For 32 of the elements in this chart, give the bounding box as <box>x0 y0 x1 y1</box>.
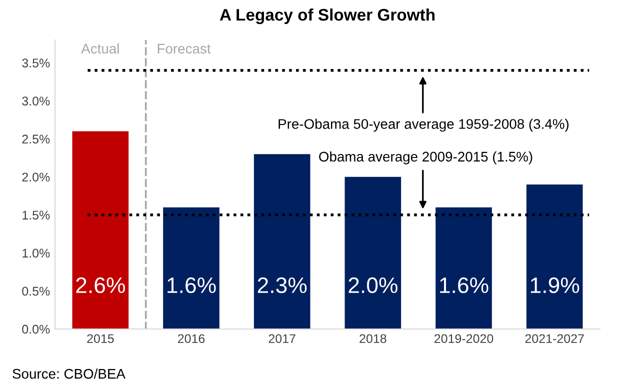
data-label: 2.0% <box>348 277 398 294</box>
y-tick-label: 2.5% <box>22 134 50 144</box>
x-tick-label: 2016 <box>178 334 205 344</box>
y-tick-label: 3.0% <box>22 96 50 106</box>
bar <box>526 184 583 329</box>
bar <box>163 207 220 329</box>
annotation: Actual <box>81 43 119 54</box>
source-note: Source: CBO/BEA <box>12 368 126 379</box>
bar <box>254 154 310 329</box>
data-label: 2.6% <box>76 277 125 294</box>
bar <box>344 176 402 329</box>
chart-title: A Legacy of Slower Growth <box>220 8 435 24</box>
y-tick-label: 0.5% <box>22 286 50 296</box>
ref-line-label: Pre-Obama 50-year average 1959-2008 (3.4%) <box>278 118 569 132</box>
data-label: 1.9% <box>530 277 580 294</box>
y-tick-label: 1.5% <box>22 210 50 220</box>
bar <box>72 131 129 329</box>
y-tick-label: 1.0% <box>22 248 50 258</box>
y-tick-label: 2.0% <box>22 172 50 182</box>
x-tick-label: 2015 <box>87 334 114 344</box>
data-label: 2.3% <box>258 277 307 294</box>
bar <box>436 207 492 329</box>
x-tick-label: 2021-2027 <box>525 334 584 344</box>
x-tick-label: 2019-2020 <box>434 334 494 344</box>
y-tick-label: 3.5% <box>22 58 50 68</box>
ref-line-label: Obama average 2009-2015 (1.5%) <box>319 151 532 164</box>
data-label: 1.6% <box>440 277 488 294</box>
annotation: Forecast <box>158 44 211 54</box>
x-tick-label: 2018 <box>360 334 386 344</box>
data-label: 1.6% <box>168 277 216 294</box>
x-tick-label: 2017 <box>268 334 296 344</box>
y-tick-label: 0.0% <box>22 324 50 334</box>
